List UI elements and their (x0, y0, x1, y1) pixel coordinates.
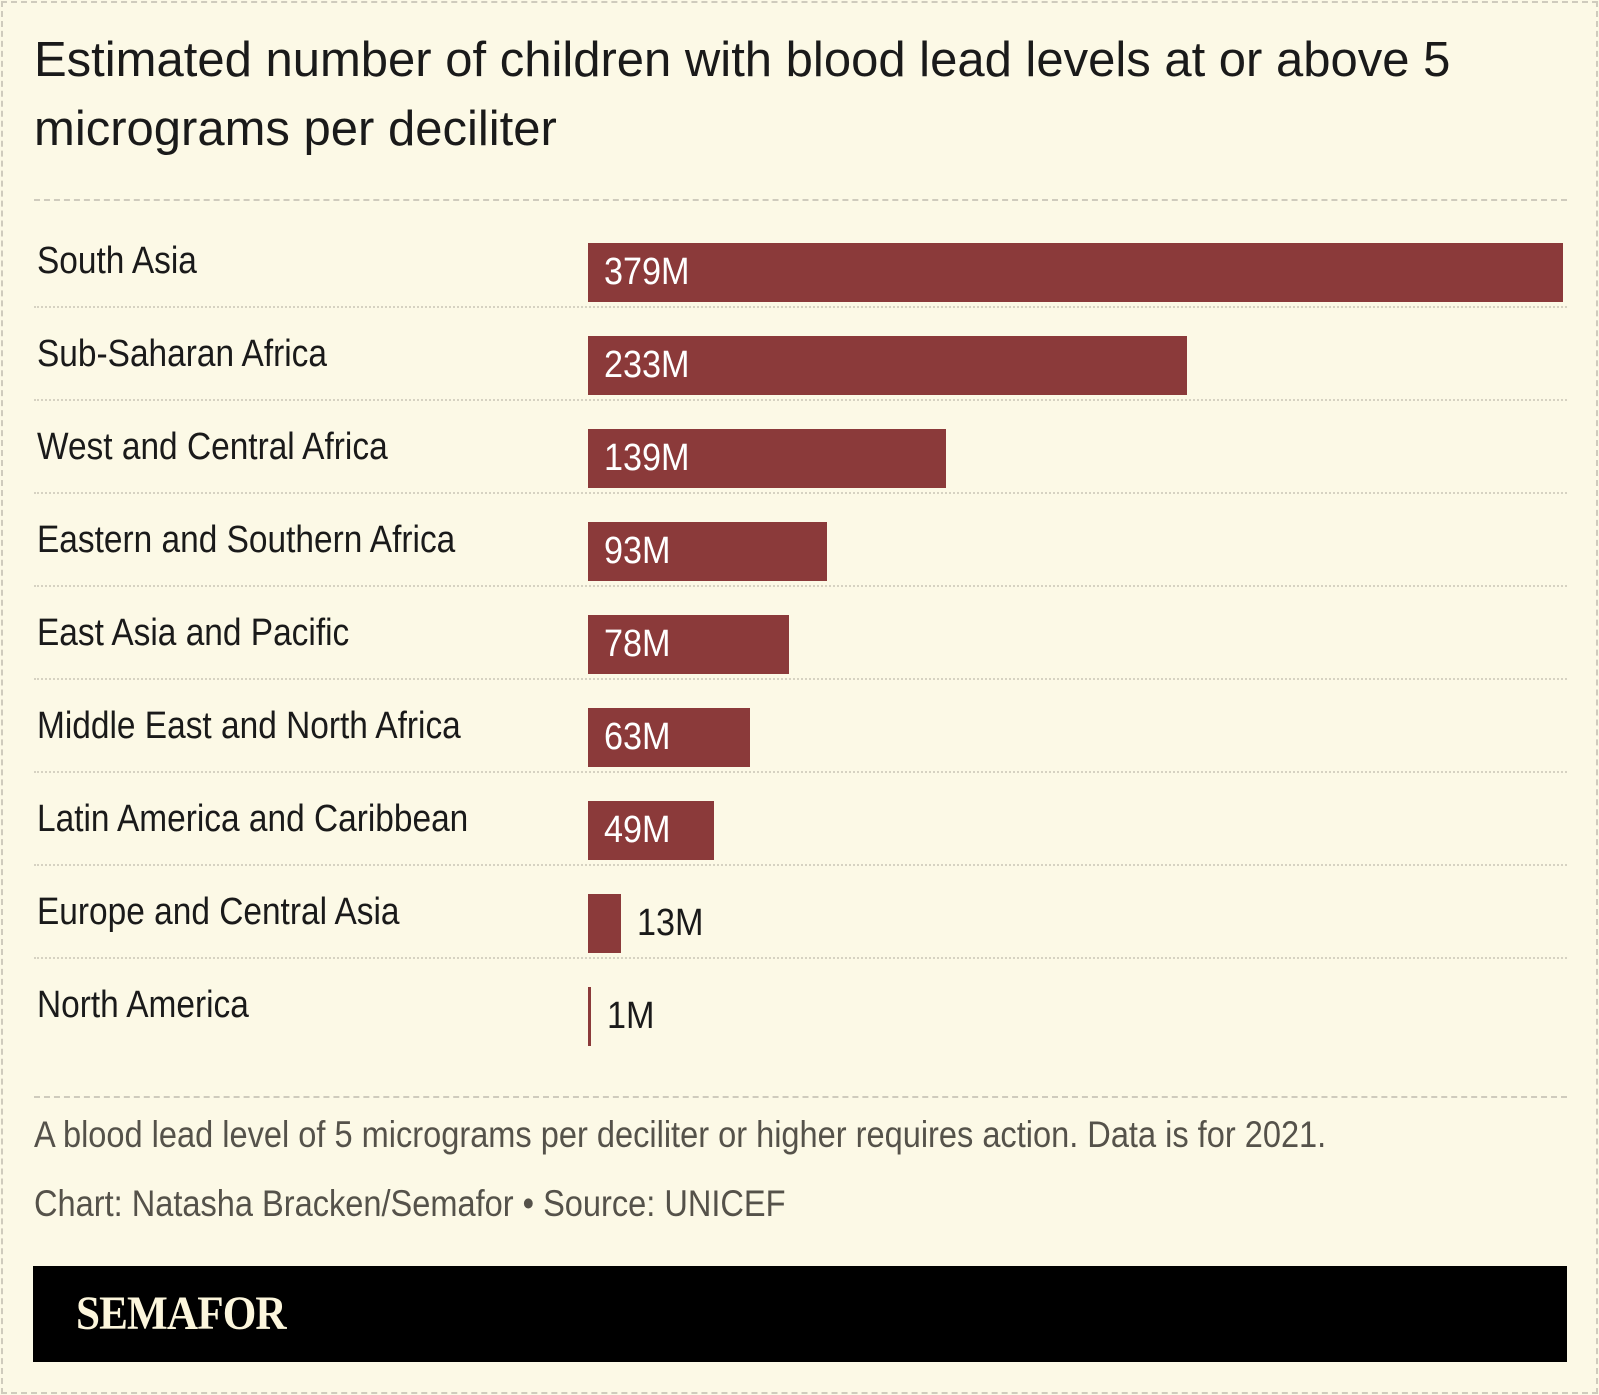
row-separator (34, 957, 1567, 959)
category-label: Europe and Central Asia (37, 891, 400, 933)
value-label: 379M (604, 251, 690, 293)
row-separator (34, 864, 1567, 866)
value-label: 49M (604, 809, 671, 851)
row-separator (34, 306, 1567, 308)
bar-row: South Asia 379M (34, 215, 1567, 308)
chart-note: A blood lead level of 5 micrograms per d… (34, 1114, 1327, 1155)
row-separator (34, 399, 1567, 401)
row-separator (34, 678, 1567, 680)
bar-row: West and Central Africa 139M (34, 401, 1567, 494)
brand-footer: SEMAFOR (33, 1266, 1567, 1362)
value-label: 78M (604, 623, 671, 665)
category-label: Middle East and North Africa (37, 705, 461, 747)
bar-row: North America 1M (34, 959, 1567, 1052)
bar-row: Eastern and Southern Africa 93M (34, 494, 1567, 587)
category-label: Latin America and Caribbean (37, 798, 469, 840)
bar (588, 801, 715, 860)
category-label: South Asia (37, 240, 197, 282)
top-divider (34, 199, 1567, 201)
bar (588, 708, 751, 767)
value-label: 93M (604, 530, 671, 572)
bar-row: Europe and Central Asia 13M (34, 866, 1567, 959)
row-separator (34, 585, 1567, 587)
value-label: 1M (606, 995, 655, 1037)
bar (588, 243, 1563, 302)
category-label: Sub-Saharan Africa (37, 333, 327, 375)
bottom-divider (34, 1096, 1567, 1098)
value-label: 63M (604, 716, 671, 758)
bar (588, 894, 622, 953)
semafor-logo: SEMAFOR (76, 1287, 287, 1340)
value-label: 139M (604, 437, 690, 479)
category-label: West and Central Africa (37, 426, 388, 468)
category-label: Eastern and Southern Africa (37, 519, 456, 561)
bar-row: Middle East and North Africa 63M (34, 680, 1567, 773)
bar (588, 987, 591, 1046)
value-label: 13M (637, 902, 704, 944)
chart-credit: Chart: Natasha Bracken/Semafor • Source:… (34, 1183, 786, 1224)
bar (588, 615, 789, 674)
bar-row: Latin America and Caribbean 49M (34, 773, 1567, 866)
value-label: 233M (604, 344, 690, 386)
bar (588, 429, 946, 488)
category-label: East Asia and Pacific (37, 612, 350, 654)
row-separator (34, 492, 1567, 494)
row-separator (34, 771, 1567, 773)
bar-row: Sub-Saharan Africa 233M (34, 308, 1567, 401)
chart-title: Estimated number of children with blood … (34, 33, 1451, 156)
bar (588, 336, 1188, 395)
bar (588, 522, 828, 581)
category-label: North America (37, 984, 249, 1026)
bar-row: East Asia and Pacific 78M (34, 587, 1567, 680)
